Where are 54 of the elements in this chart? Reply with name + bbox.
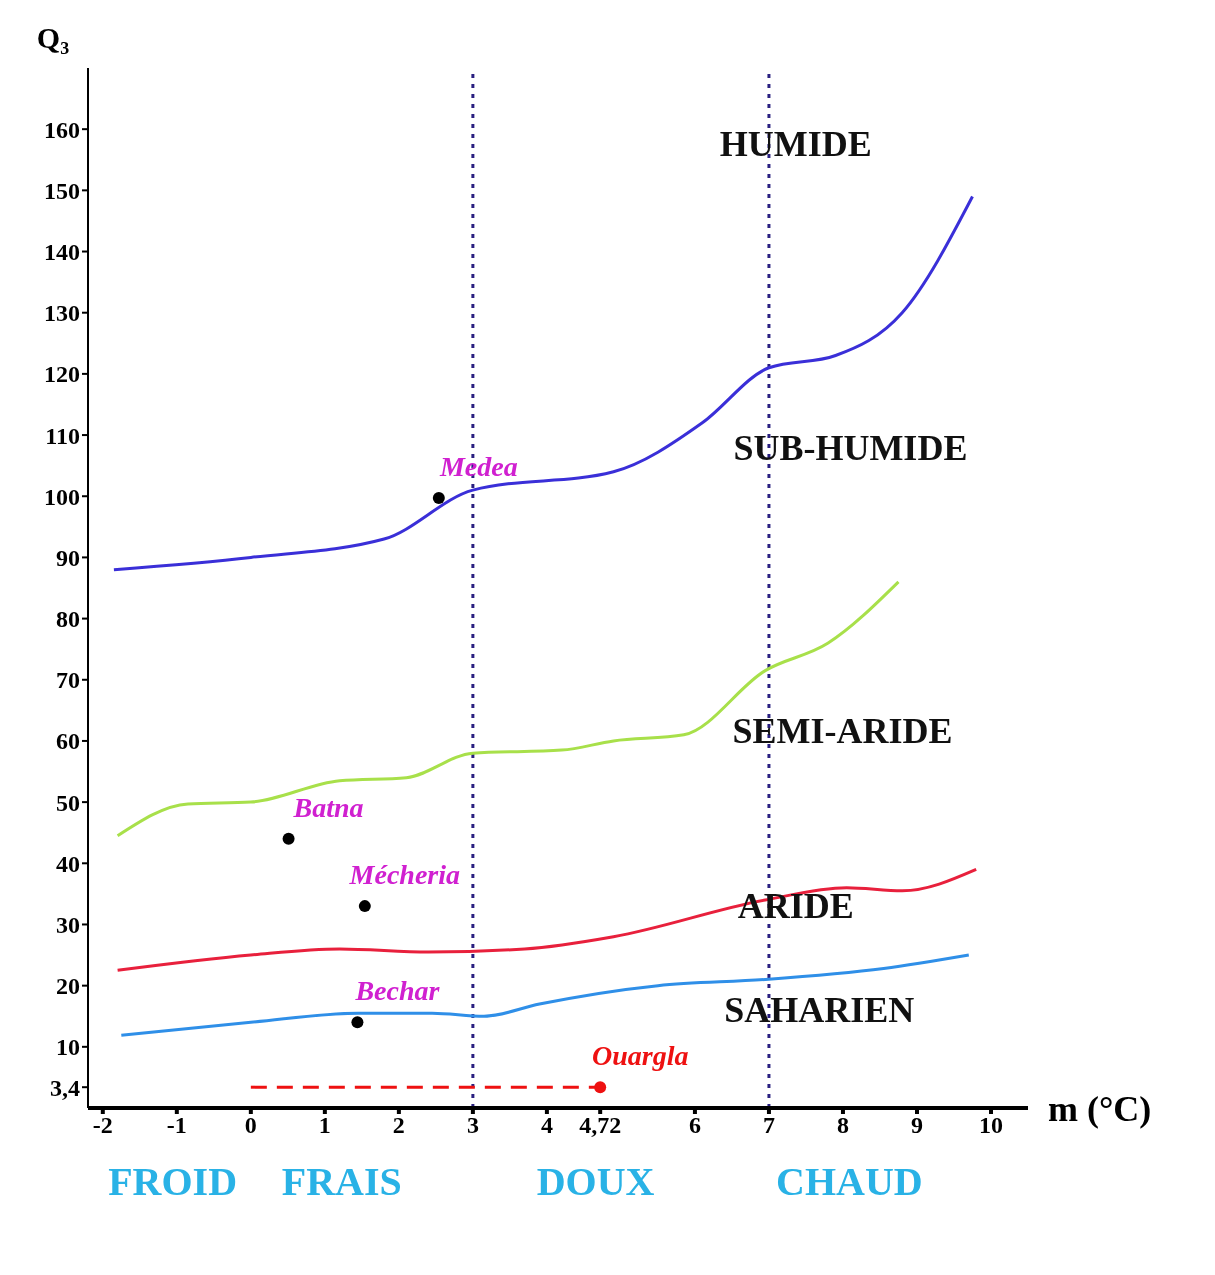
y-tick-label: 50	[56, 789, 80, 816]
text: DOUX	[536, 1158, 655, 1205]
y-tick-label: 70	[56, 667, 80, 694]
series-label: Medea	[438, 451, 518, 483]
x-tick-label: 9	[910, 1112, 923, 1139]
x-tick-label: 10	[978, 1112, 1003, 1139]
annotation: SAHARIEN	[724, 989, 915, 1032]
y-tick-label: 110	[45, 422, 80, 449]
point	[351, 1016, 364, 1029]
point	[432, 492, 445, 505]
line-series	[116, 867, 978, 972]
annotation: SUB-HUMIDE	[733, 427, 968, 470]
series-label: Mécheria	[348, 859, 461, 891]
point	[594, 1081, 607, 1094]
x-tick-label: 7	[762, 1112, 775, 1139]
point	[358, 900, 371, 913]
x-axis-title: m (°C)	[1048, 1088, 1152, 1129]
series-label: Batna	[292, 791, 364, 823]
x-tick-label: 3	[466, 1112, 479, 1139]
x-tick-label: -1	[166, 1112, 187, 1139]
annotation: ARIDE	[737, 885, 854, 928]
x-tick-label: 0	[244, 1112, 257, 1139]
y-tick-label: 10	[56, 1034, 80, 1061]
annotation: HUMIDE	[719, 122, 872, 165]
y-tick-label: 30	[56, 911, 80, 938]
y-tick-label: 140	[44, 239, 80, 266]
text: FRAIS	[281, 1158, 402, 1205]
y-tick-label: 130	[44, 300, 80, 327]
x-tick-label: 8	[836, 1112, 849, 1139]
y-tick-label: 90	[56, 544, 80, 571]
x-tick-label: 6	[688, 1112, 701, 1139]
y-tick-label: 40	[56, 850, 80, 877]
y-tick-label: 100	[44, 483, 80, 510]
y-axis-title: Q₃	[36, 21, 70, 54]
y-tick-label: 3,4	[50, 1074, 80, 1101]
line-series	[112, 194, 974, 572]
series-label: Ouargla	[591, 1040, 689, 1072]
y-tick-label: 20	[56, 973, 80, 1000]
x-tick-label: 4,72	[579, 1112, 622, 1139]
text: CHAUD	[776, 1158, 923, 1205]
text: FROID	[108, 1158, 238, 1205]
x-tick-label: 2	[392, 1112, 405, 1139]
y-tick-label: 160	[44, 116, 80, 143]
x-tick-label: 1	[318, 1112, 331, 1139]
y-tick-label: 60	[56, 728, 80, 755]
point	[282, 832, 295, 845]
x-tick-label: 4	[540, 1112, 553, 1139]
y-tick-label: 150	[44, 177, 80, 204]
y-tick-label: 120	[44, 361, 80, 388]
x-tick-label: -2	[92, 1112, 113, 1139]
annotation: SEMI-ARIDE	[732, 709, 953, 752]
y-tick-label: 80	[56, 606, 80, 633]
line-series	[119, 953, 971, 1037]
series-label: Bechar	[354, 975, 441, 1007]
